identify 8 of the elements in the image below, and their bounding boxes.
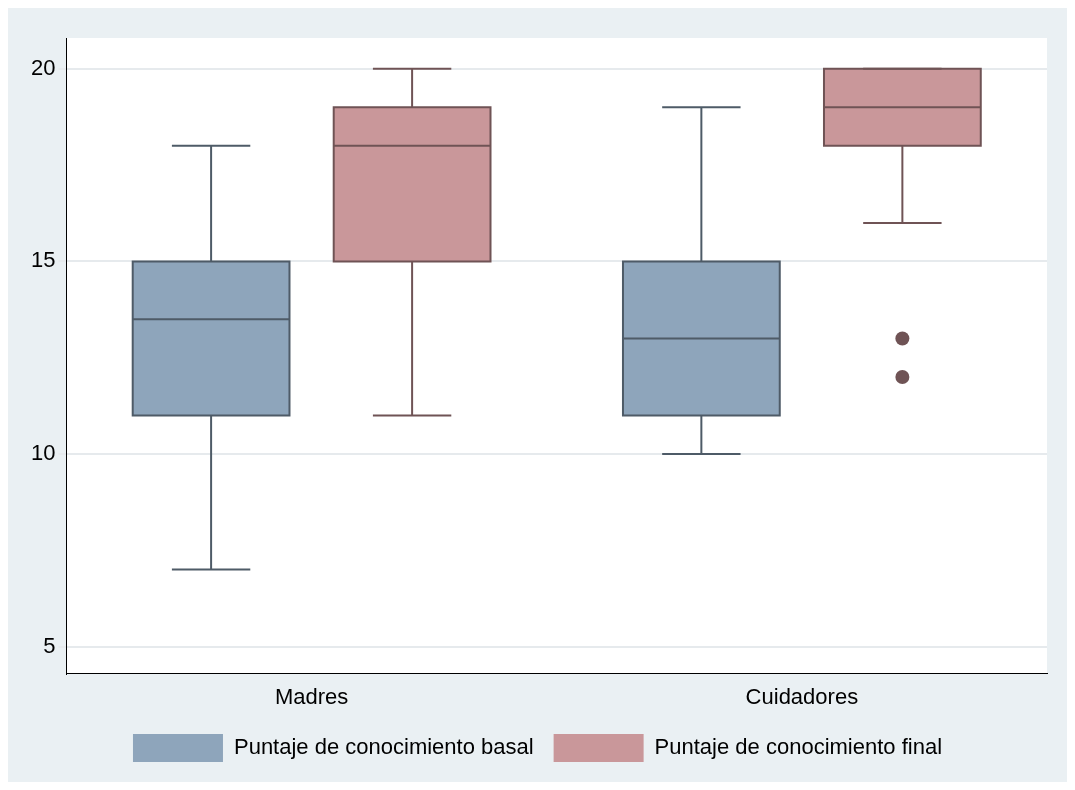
y-tick-label: 10 — [30, 440, 56, 466]
legend-label: Puntaje de conocimiento final — [654, 734, 943, 760]
x-tick-label: Cuidadores — [745, 683, 859, 709]
y-tick-label: 20 — [30, 54, 56, 80]
legend-label: Puntaje de conocimiento basal — [233, 734, 534, 760]
y-tick-label: 5 — [43, 632, 56, 658]
y-tick-label: 15 — [30, 247, 56, 273]
x-tick-label: Madres — [274, 683, 349, 709]
